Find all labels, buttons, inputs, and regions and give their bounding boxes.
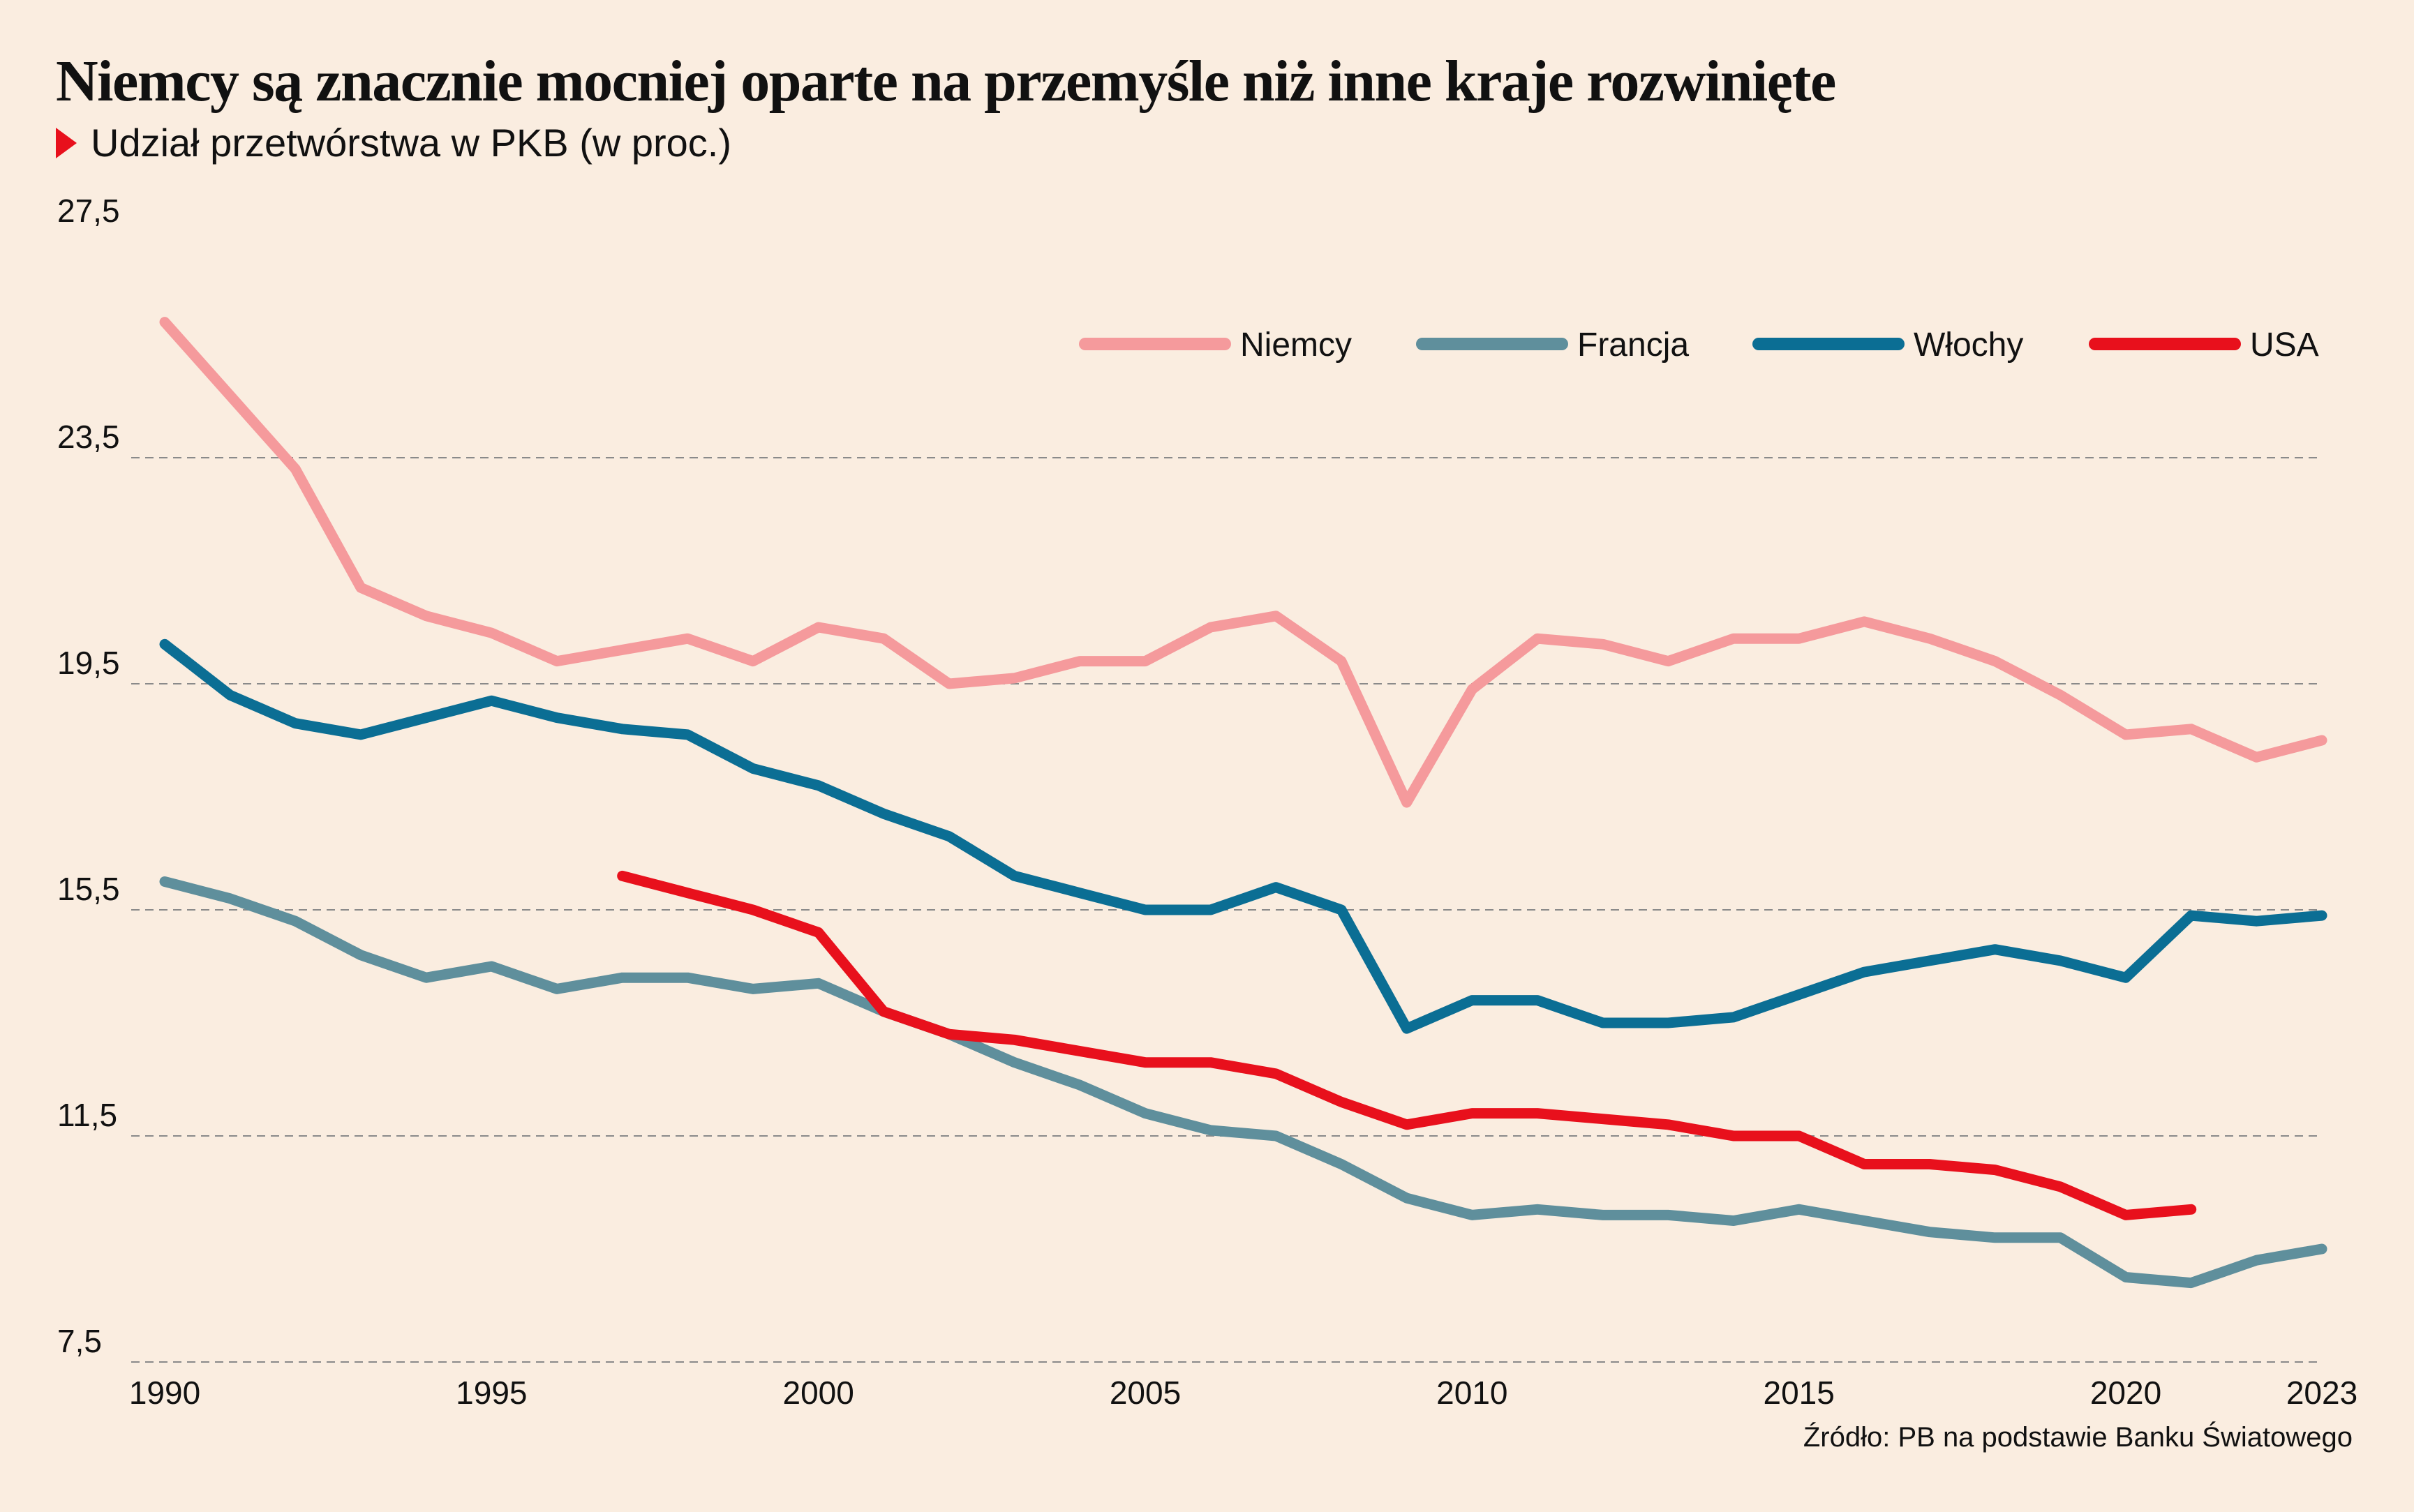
- y-tick-label: 19,5: [57, 645, 120, 681]
- series-lines: [159, 317, 2327, 1289]
- x-tick-label: 1995: [456, 1375, 527, 1411]
- legend-label: USA: [2250, 327, 2319, 364]
- x-tick-label: 2000: [782, 1375, 854, 1411]
- x-tick-label: 2005: [1110, 1375, 1181, 1411]
- legend-label: Francja: [1577, 327, 1689, 364]
- y-tick-label: 15,5: [57, 871, 120, 907]
- legend: Niemcy Francja Włochy USA: [1079, 327, 2319, 364]
- series-line-francja: [159, 876, 2327, 1289]
- source-note: Źródło: PB na podstawie Banku Światowego: [1803, 1422, 2353, 1453]
- series-line-usa: [617, 870, 2197, 1220]
- x-tick-label: 2020: [2090, 1375, 2161, 1411]
- x-tick-label: 2023: [2286, 1375, 2357, 1411]
- x-tick-label: 2010: [1436, 1375, 1507, 1411]
- chart-subtitle-text: Udział przetwórstwa w PKB (w proc.): [91, 121, 732, 165]
- y-axis-ticks: 27,5 23,5 19,5 15,5 11,5 7,5: [57, 193, 120, 1359]
- y-tick-label: 7,5: [57, 1323, 102, 1359]
- chart-subtitle: Udział przetwórstwa w PKB (w proc.): [56, 120, 731, 165]
- legend-label: Niemcy: [1240, 327, 1352, 364]
- series-line-niemcy: [159, 317, 2327, 808]
- y-tick-label: 27,5: [57, 193, 120, 229]
- y-tick-label: 23,5: [57, 419, 120, 455]
- legend-label: Włochy: [1914, 327, 2023, 364]
- triangle-marker-icon: [56, 127, 77, 158]
- x-tick-label: 1990: [129, 1375, 200, 1411]
- chart-title: Niemcy są znacznie mocniej oparte na prz…: [56, 49, 1836, 114]
- x-tick-label: 2015: [1763, 1375, 1834, 1411]
- y-tick-label: 11,5: [57, 1097, 117, 1133]
- x-axis-ticks: 1990 1995 2000 2005 2010 2015 2020 2023: [129, 1375, 2357, 1411]
- series-line-włochy: [159, 638, 2327, 1034]
